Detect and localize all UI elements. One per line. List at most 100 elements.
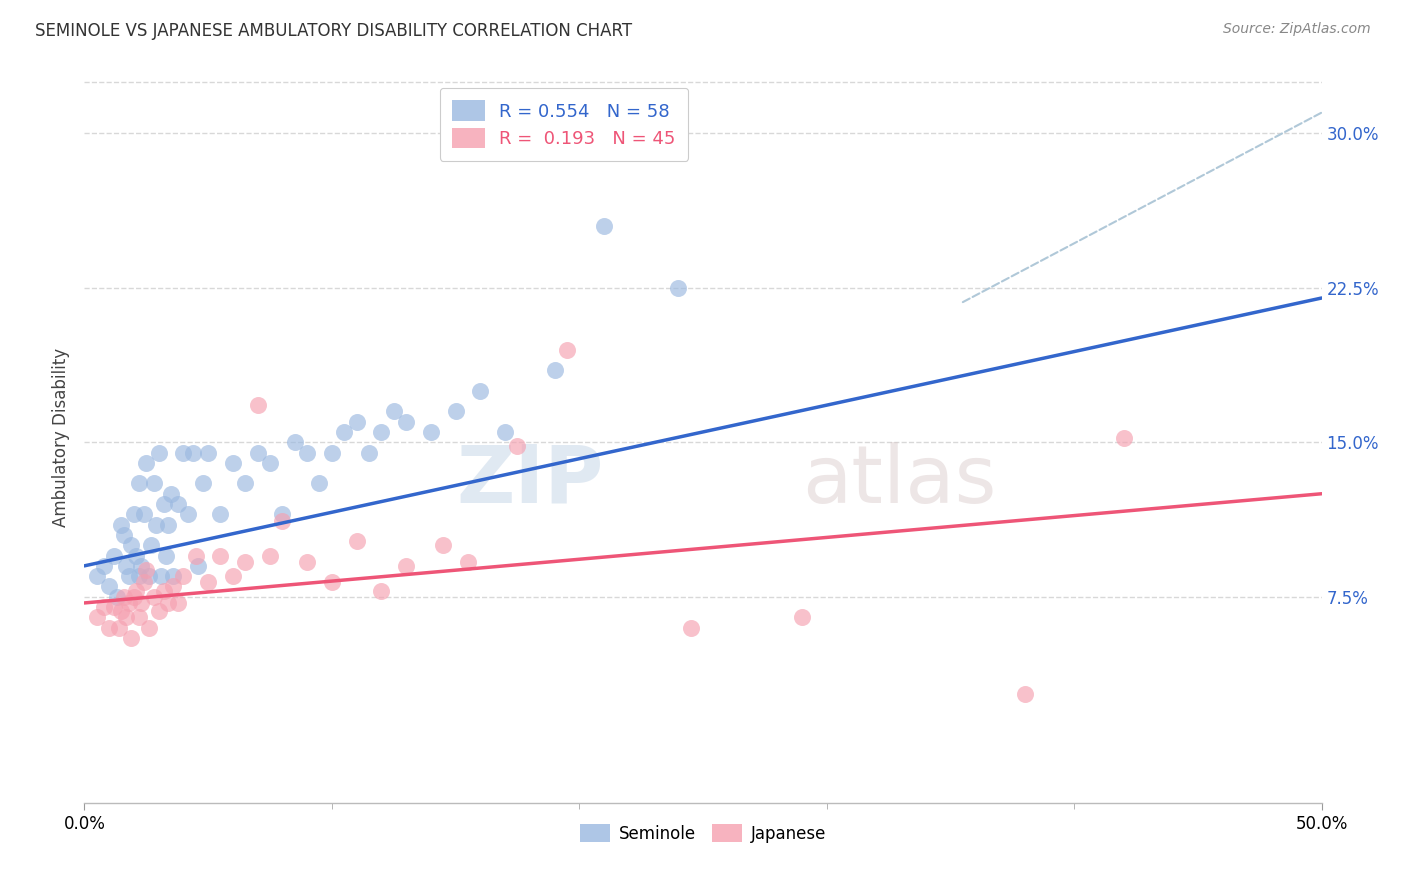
Point bbox=[129, 596, 152, 610]
Point bbox=[346, 415, 368, 429]
Point bbox=[679, 621, 702, 635]
Point bbox=[122, 508, 145, 522]
Point bbox=[370, 425, 392, 439]
Point bbox=[152, 583, 174, 598]
Point bbox=[162, 579, 184, 593]
Point bbox=[184, 549, 207, 563]
Point bbox=[103, 549, 125, 563]
Point bbox=[120, 631, 142, 645]
Point bbox=[593, 219, 616, 233]
Point bbox=[233, 476, 256, 491]
Point bbox=[160, 487, 183, 501]
Point bbox=[543, 363, 565, 377]
Point bbox=[444, 404, 467, 418]
Point bbox=[321, 575, 343, 590]
Point bbox=[172, 445, 194, 459]
Point bbox=[103, 600, 125, 615]
Point bbox=[395, 558, 418, 573]
Point bbox=[129, 558, 152, 573]
Text: SEMINOLE VS JAPANESE AMBULATORY DISABILITY CORRELATION CHART: SEMINOLE VS JAPANESE AMBULATORY DISABILI… bbox=[35, 22, 633, 40]
Point bbox=[157, 517, 180, 532]
Point bbox=[142, 476, 165, 491]
Point bbox=[145, 517, 167, 532]
Point bbox=[138, 569, 160, 583]
Point bbox=[98, 579, 121, 593]
Point bbox=[271, 508, 294, 522]
Point bbox=[233, 555, 256, 569]
Point bbox=[110, 604, 132, 618]
Point bbox=[115, 558, 138, 573]
Point bbox=[295, 445, 318, 459]
Point bbox=[105, 590, 128, 604]
Point bbox=[209, 508, 232, 522]
Point bbox=[271, 514, 294, 528]
Point bbox=[152, 497, 174, 511]
Point bbox=[157, 596, 180, 610]
Point bbox=[209, 549, 232, 563]
Point bbox=[125, 583, 148, 598]
Point bbox=[419, 425, 441, 439]
Point bbox=[128, 569, 150, 583]
Point bbox=[284, 435, 307, 450]
Point bbox=[135, 563, 157, 577]
Point bbox=[555, 343, 578, 357]
Point bbox=[197, 445, 219, 459]
Point bbox=[321, 445, 343, 459]
Point bbox=[115, 610, 138, 624]
Point bbox=[120, 538, 142, 552]
Point bbox=[506, 439, 529, 453]
Point bbox=[112, 528, 135, 542]
Point bbox=[167, 596, 190, 610]
Point bbox=[308, 476, 330, 491]
Point bbox=[246, 445, 269, 459]
Point bbox=[118, 596, 141, 610]
Point bbox=[93, 558, 115, 573]
Point bbox=[150, 569, 173, 583]
Point bbox=[148, 604, 170, 618]
Point bbox=[222, 569, 245, 583]
Point bbox=[167, 497, 190, 511]
Point bbox=[246, 398, 269, 412]
Point bbox=[457, 555, 479, 569]
Point bbox=[259, 456, 281, 470]
Text: ZIP: ZIP bbox=[457, 442, 605, 520]
Point bbox=[141, 538, 163, 552]
Point bbox=[110, 517, 132, 532]
Point bbox=[125, 549, 148, 563]
Point bbox=[108, 621, 131, 635]
Point bbox=[128, 476, 150, 491]
Point bbox=[197, 575, 219, 590]
Point bbox=[370, 583, 392, 598]
Point bbox=[1112, 431, 1135, 445]
Point bbox=[1014, 687, 1036, 701]
Point bbox=[333, 425, 356, 439]
Point bbox=[118, 569, 141, 583]
Point bbox=[155, 549, 177, 563]
Point bbox=[93, 600, 115, 615]
Point bbox=[138, 621, 160, 635]
Point bbox=[148, 445, 170, 459]
Y-axis label: Ambulatory Disability: Ambulatory Disability bbox=[52, 348, 70, 526]
Point bbox=[112, 590, 135, 604]
Point bbox=[135, 456, 157, 470]
Point bbox=[346, 534, 368, 549]
Point bbox=[494, 425, 516, 439]
Point bbox=[666, 281, 689, 295]
Text: Source: ZipAtlas.com: Source: ZipAtlas.com bbox=[1223, 22, 1371, 37]
Point bbox=[191, 476, 214, 491]
Point bbox=[259, 549, 281, 563]
Point bbox=[181, 445, 204, 459]
Point bbox=[432, 538, 454, 552]
Point bbox=[177, 508, 200, 522]
Point bbox=[128, 610, 150, 624]
Point bbox=[122, 590, 145, 604]
Point bbox=[86, 569, 108, 583]
Point bbox=[295, 555, 318, 569]
Point bbox=[357, 445, 380, 459]
Legend: Seminole, Japanese: Seminole, Japanese bbox=[574, 818, 832, 849]
Point bbox=[187, 558, 209, 573]
Text: atlas: atlas bbox=[801, 442, 997, 520]
Point bbox=[132, 508, 155, 522]
Point bbox=[395, 415, 418, 429]
Point bbox=[142, 590, 165, 604]
